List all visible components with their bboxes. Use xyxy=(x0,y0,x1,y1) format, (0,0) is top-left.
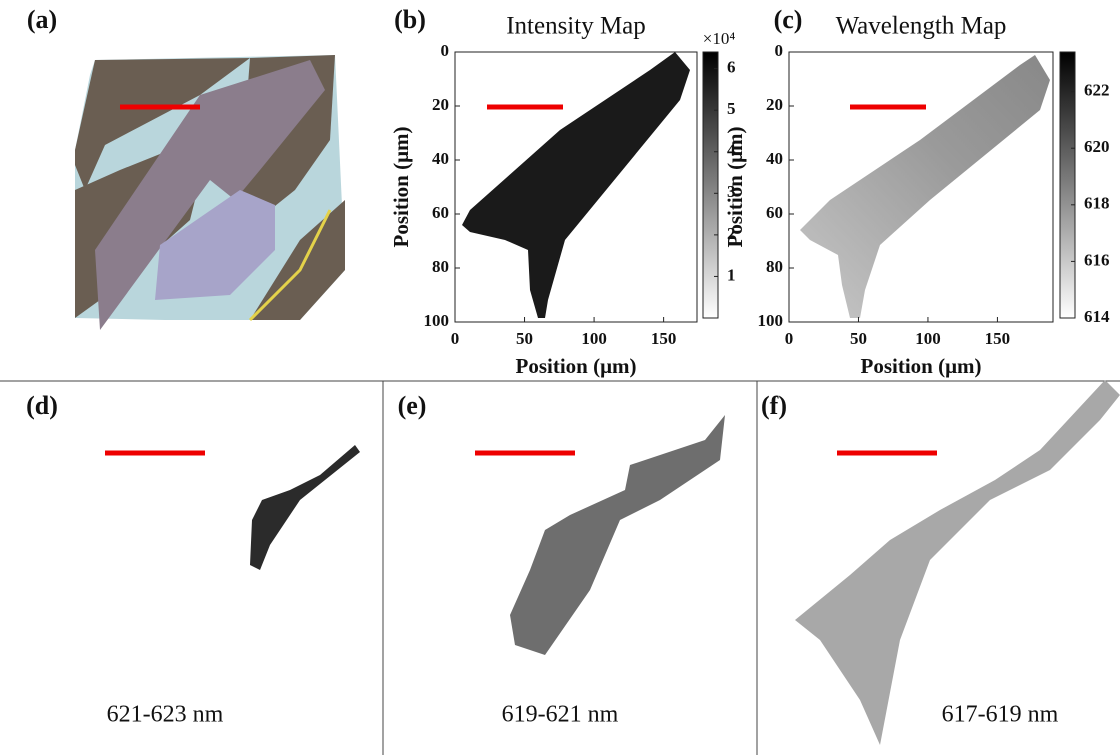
colorbar-tick-label: 2 xyxy=(727,224,736,243)
y-axis-label: Position (μm) xyxy=(389,127,413,248)
panel-label: (b) xyxy=(394,5,426,34)
y-axis-label: Position (μm) xyxy=(723,127,747,248)
x-tick-label: 100 xyxy=(581,329,607,348)
panel-label: (e) xyxy=(398,391,427,420)
x-tick-label: 100 xyxy=(915,329,941,348)
panel-label: (f) xyxy=(761,391,787,420)
chart-title: Wavelength Map xyxy=(836,13,1007,40)
x-tick-label: 0 xyxy=(451,329,460,348)
band-map xyxy=(250,445,360,570)
colorbar-tick-label: 614 xyxy=(1084,307,1110,326)
annotation: 617-619 nm xyxy=(942,702,1059,728)
optical-image xyxy=(75,55,345,330)
colorbar-tick-label: 3 xyxy=(727,182,736,201)
chart-title: Intensity Map xyxy=(506,13,646,40)
band-map xyxy=(510,415,725,655)
x-tick-label: 50 xyxy=(516,329,533,348)
x-axis-label: Position (μm) xyxy=(516,354,637,378)
colorbar-multiplier: ×10⁴ xyxy=(703,29,736,48)
y-tick-label: 80 xyxy=(766,257,783,276)
colorbar-tick-label: 618 xyxy=(1084,194,1110,213)
colorbar-tick-label: 1 xyxy=(727,265,736,284)
panel-label: (a) xyxy=(27,5,57,34)
axes-frame xyxy=(788,51,1054,323)
x-tick-label: 150 xyxy=(985,329,1011,348)
x-tick-label: 50 xyxy=(850,329,867,348)
colorbar-tick-label: 4 xyxy=(727,141,736,160)
wavelength-map xyxy=(800,55,1050,318)
annotation: 621-623 nm xyxy=(107,702,224,728)
colorbar-tick-label: 616 xyxy=(1084,250,1110,269)
x-axis-label: Position (μm) xyxy=(861,354,982,378)
y-tick-label: 0 xyxy=(775,41,784,60)
band-map xyxy=(795,380,1120,745)
intensity-map xyxy=(462,52,690,318)
x-tick-label: 0 xyxy=(785,329,794,348)
annotation: 619-621 nm xyxy=(502,702,619,728)
y-tick-label: 100 xyxy=(758,311,784,330)
panel-label: (c) xyxy=(774,5,803,34)
y-tick-label: 60 xyxy=(432,203,449,222)
y-tick-label: 0 xyxy=(441,41,450,60)
panel-label: (d) xyxy=(26,391,58,420)
colorbar xyxy=(702,51,719,319)
x-tick-label: 150 xyxy=(651,329,677,348)
colorbar xyxy=(1059,51,1076,319)
colorbar-tick-label: 6 xyxy=(727,58,736,77)
y-tick-label: 40 xyxy=(432,149,449,168)
colorbar-tick-label: 620 xyxy=(1084,137,1110,156)
y-tick-label: 20 xyxy=(432,95,449,114)
colorbar-tick-label: 622 xyxy=(1084,81,1110,100)
colorbar-tick-label: 5 xyxy=(727,99,736,118)
y-tick-label: 60 xyxy=(766,203,783,222)
y-tick-label: 20 xyxy=(766,95,783,114)
y-tick-label: 40 xyxy=(766,149,783,168)
y-tick-label: 100 xyxy=(424,311,450,330)
y-tick-label: 80 xyxy=(432,257,449,276)
axes-frame xyxy=(454,51,698,323)
